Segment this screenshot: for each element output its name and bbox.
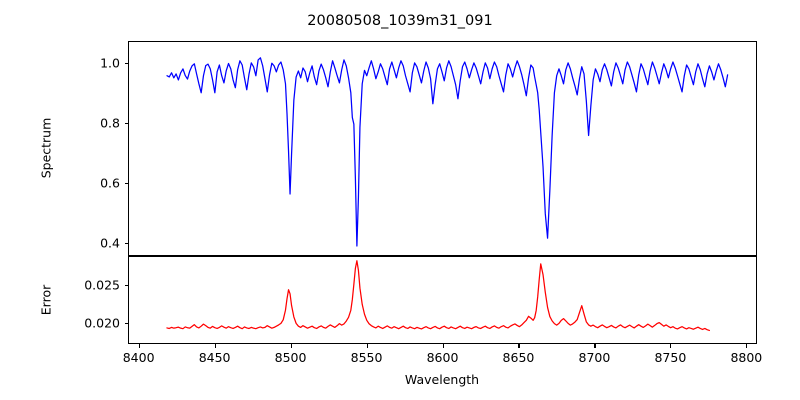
page-title: 20080508_1039m31_091 bbox=[307, 13, 493, 29]
y-tick-label: 1.0 bbox=[100, 55, 120, 71]
y-tick-label: 0.025 bbox=[84, 277, 120, 293]
x-tick-label: 8650 bbox=[502, 350, 535, 365]
x-tick-mark bbox=[594, 344, 596, 348]
y-tick-mark bbox=[124, 322, 128, 324]
spectrum-plot-line bbox=[166, 57, 729, 247]
x-tick-label: 8450 bbox=[198, 350, 231, 365]
x-tick-label: 8700 bbox=[578, 350, 611, 365]
y-tick-mark bbox=[124, 242, 128, 244]
x-tick-label: 8400 bbox=[122, 350, 155, 365]
spectrum-y-axis-label: Spectrum bbox=[38, 117, 54, 179]
y-tick-mark bbox=[124, 123, 128, 125]
x-tick-mark bbox=[518, 344, 520, 348]
spectrum-axes bbox=[128, 41, 757, 256]
y-tick-label: 0.4 bbox=[100, 235, 120, 251]
x-tick-mark bbox=[442, 344, 444, 348]
x-tick-label: 8750 bbox=[654, 350, 687, 365]
x-tick-mark bbox=[214, 344, 216, 348]
x-tick-mark bbox=[746, 344, 748, 348]
y-tick-label: 0.020 bbox=[84, 315, 120, 331]
x-tick-mark bbox=[138, 344, 140, 348]
x-tick-mark bbox=[290, 344, 292, 348]
x-tick-label: 8800 bbox=[730, 350, 763, 365]
y-tick-mark bbox=[124, 284, 128, 286]
x-tick-label: 8500 bbox=[274, 350, 307, 365]
error-plot-line bbox=[166, 260, 711, 332]
x-tick-label: 8550 bbox=[350, 350, 383, 365]
error-axes bbox=[128, 256, 757, 344]
x-tick-mark bbox=[670, 344, 672, 348]
x-tick-label: 8600 bbox=[426, 350, 459, 365]
error-y-axis-label: Error bbox=[38, 284, 54, 316]
y-tick-label: 0.6 bbox=[100, 175, 120, 191]
y-tick-mark bbox=[124, 182, 128, 184]
y-tick-label: 0.8 bbox=[100, 115, 120, 131]
x-tick-mark bbox=[366, 344, 368, 348]
y-tick-mark bbox=[124, 63, 128, 65]
x-axis-label: Wavelength bbox=[404, 372, 480, 387]
